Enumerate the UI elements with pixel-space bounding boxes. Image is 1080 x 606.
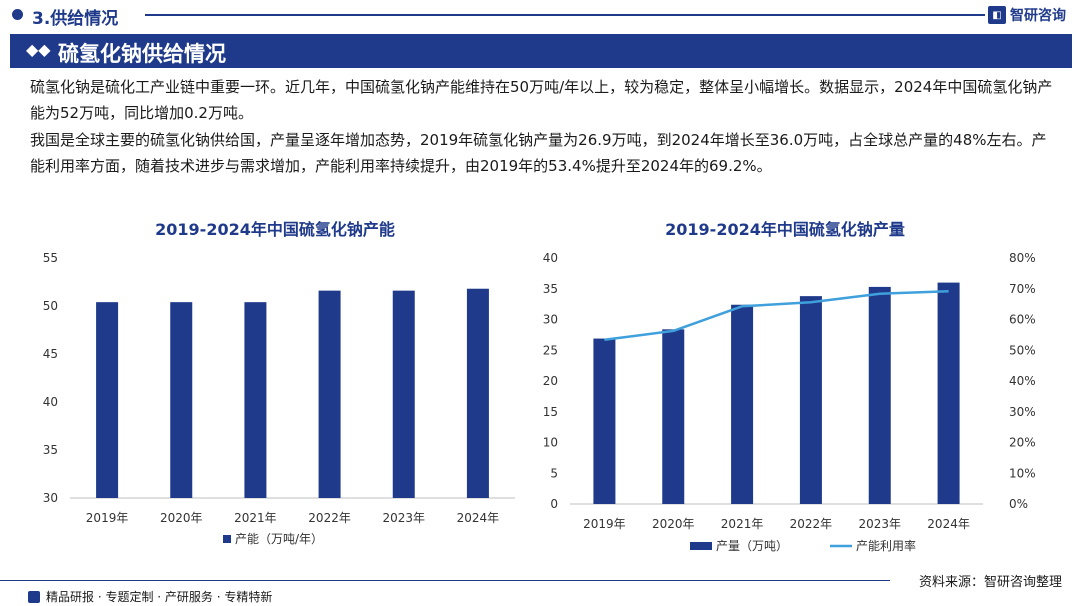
title-banner: ◆◆ 硫氢化钠供给情况 (10, 34, 1072, 68)
y-tick-label: 50 (43, 299, 58, 313)
footer-tagline: 精品研报 · 专题定制 · 产研服务 · 专精特新 (28, 588, 272, 605)
y-left-tick-label: 10 (543, 436, 558, 450)
y-left-tick-label: 40 (543, 251, 558, 265)
double-diamond-icon: ◆◆ (26, 40, 51, 59)
brand: ◧ 智研咨询 (988, 5, 1066, 25)
capacity-bar (466, 288, 489, 498)
production-bar (937, 282, 960, 504)
y-right-tick-label: 40% (1009, 374, 1036, 388)
brand-name: 智研咨询 (1010, 8, 1066, 24)
y-left-tick-label: 30 (543, 313, 558, 327)
utilization-line (604, 289, 949, 342)
x-tick-label: 2021年 (234, 511, 277, 525)
production-bar (662, 329, 685, 504)
production-bar (868, 286, 891, 504)
y-tick-label: 40 (43, 395, 58, 409)
y-right-tick-label: 50% (1009, 343, 1036, 357)
y-right-tick-label: 30% (1009, 405, 1036, 419)
bullet-dot (12, 9, 23, 20)
top-bar: 3.供给情况 ◧ 智研咨询 (0, 0, 1080, 30)
x-tick-label: 2023年 (382, 511, 425, 525)
y-right-tick-label: 80% (1009, 251, 1036, 265)
paragraph-capacity: 硫氢化钠是硫化工产业链中重要一环。近几年，中国硫氢化钠产能维持在50万吨/年以上… (30, 78, 1053, 122)
y-left-tick-label: 25 (543, 343, 558, 357)
capacity-chart: 30 35 40 45 50 55 2019年 2020年 2021年 2022年 2023年 202… (43, 251, 515, 546)
x-tick-label: 2024年 (927, 517, 970, 531)
y-left-tick-label: 0 (550, 497, 558, 511)
y-right-tick-label: 0% (1009, 497, 1028, 511)
legend-swatch (223, 535, 231, 543)
x-tick-label: 2020年 (652, 517, 695, 531)
chart2-title: 2019-2024年中国硫氢化钠产量 (665, 220, 905, 239)
capacity-bar (392, 290, 415, 498)
legend-label-line: 产能利用率 (856, 538, 916, 553)
y-tick-label: 35 (43, 443, 58, 457)
x-tick-label: 2022年 (308, 511, 351, 525)
x-tick-label: 2024年 (457, 511, 500, 525)
chart1-title: 2019-2024年中国硫氢化钠产能 (155, 220, 395, 239)
y-left-tick-label: 35 (543, 282, 558, 296)
y-right-tick-label: 60% (1009, 313, 1036, 327)
source-note: 资料来源：智研咨询整理 (918, 575, 1062, 590)
y-left-tick-label: 15 (543, 405, 558, 419)
y-tick-label: 30 (43, 491, 58, 505)
capacity-bar (96, 302, 119, 498)
capacity-bar (244, 302, 267, 498)
production-bar (799, 296, 822, 504)
y-left-tick-label: 5 (550, 466, 558, 480)
x-tick-label: 2021年 (721, 517, 764, 531)
footer-divider (0, 580, 890, 581)
brand-logo-icon: ◧ (988, 6, 1006, 24)
production-bar (593, 338, 616, 504)
y-tick-label: 45 (43, 347, 58, 361)
x-tick-label: 2019年 (583, 517, 626, 531)
y-right-tick-label: 20% (1009, 436, 1036, 450)
capacity-bar (170, 302, 193, 498)
production-chart: 0 5 10 15 20 25 30 35 40 0% 10% 20% 30% 40% 50% 60% 70% 8… (543, 251, 1036, 553)
x-tick-label: 2023年 (858, 517, 901, 531)
legend-swatch-bar (690, 542, 712, 550)
paragraph-production: 我国是全球主要的硫氢化钠供给国，产量呈逐年增加态势，2019年硫氢化钠产量为26… (30, 131, 1047, 175)
y-right-tick-label: 10% (1009, 466, 1036, 480)
section-title: 3.供给情况 (32, 9, 119, 29)
page-title: 硫氢化钠供给情况 (58, 42, 226, 66)
y-right-tick-label: 70% (1009, 282, 1036, 296)
footer-tagline-text: 精品研报 · 专题定制 · 产研服务 · 专精特新 (46, 590, 273, 604)
x-tick-label: 2022年 (790, 517, 833, 531)
production-bar (731, 304, 754, 504)
legend-label-bar: 产量（万吨） (716, 539, 788, 553)
y-tick-label: 55 (43, 251, 58, 265)
x-tick-label: 2019年 (86, 511, 129, 525)
x-tick-label: 2020年 (160, 511, 203, 525)
header-divider (145, 14, 985, 16)
capacity-bar (318, 290, 341, 498)
footer-logo-icon (28, 590, 40, 603)
y-left-tick-label: 20 (543, 374, 558, 388)
legend-label: 产能（万吨/年） (235, 532, 323, 546)
